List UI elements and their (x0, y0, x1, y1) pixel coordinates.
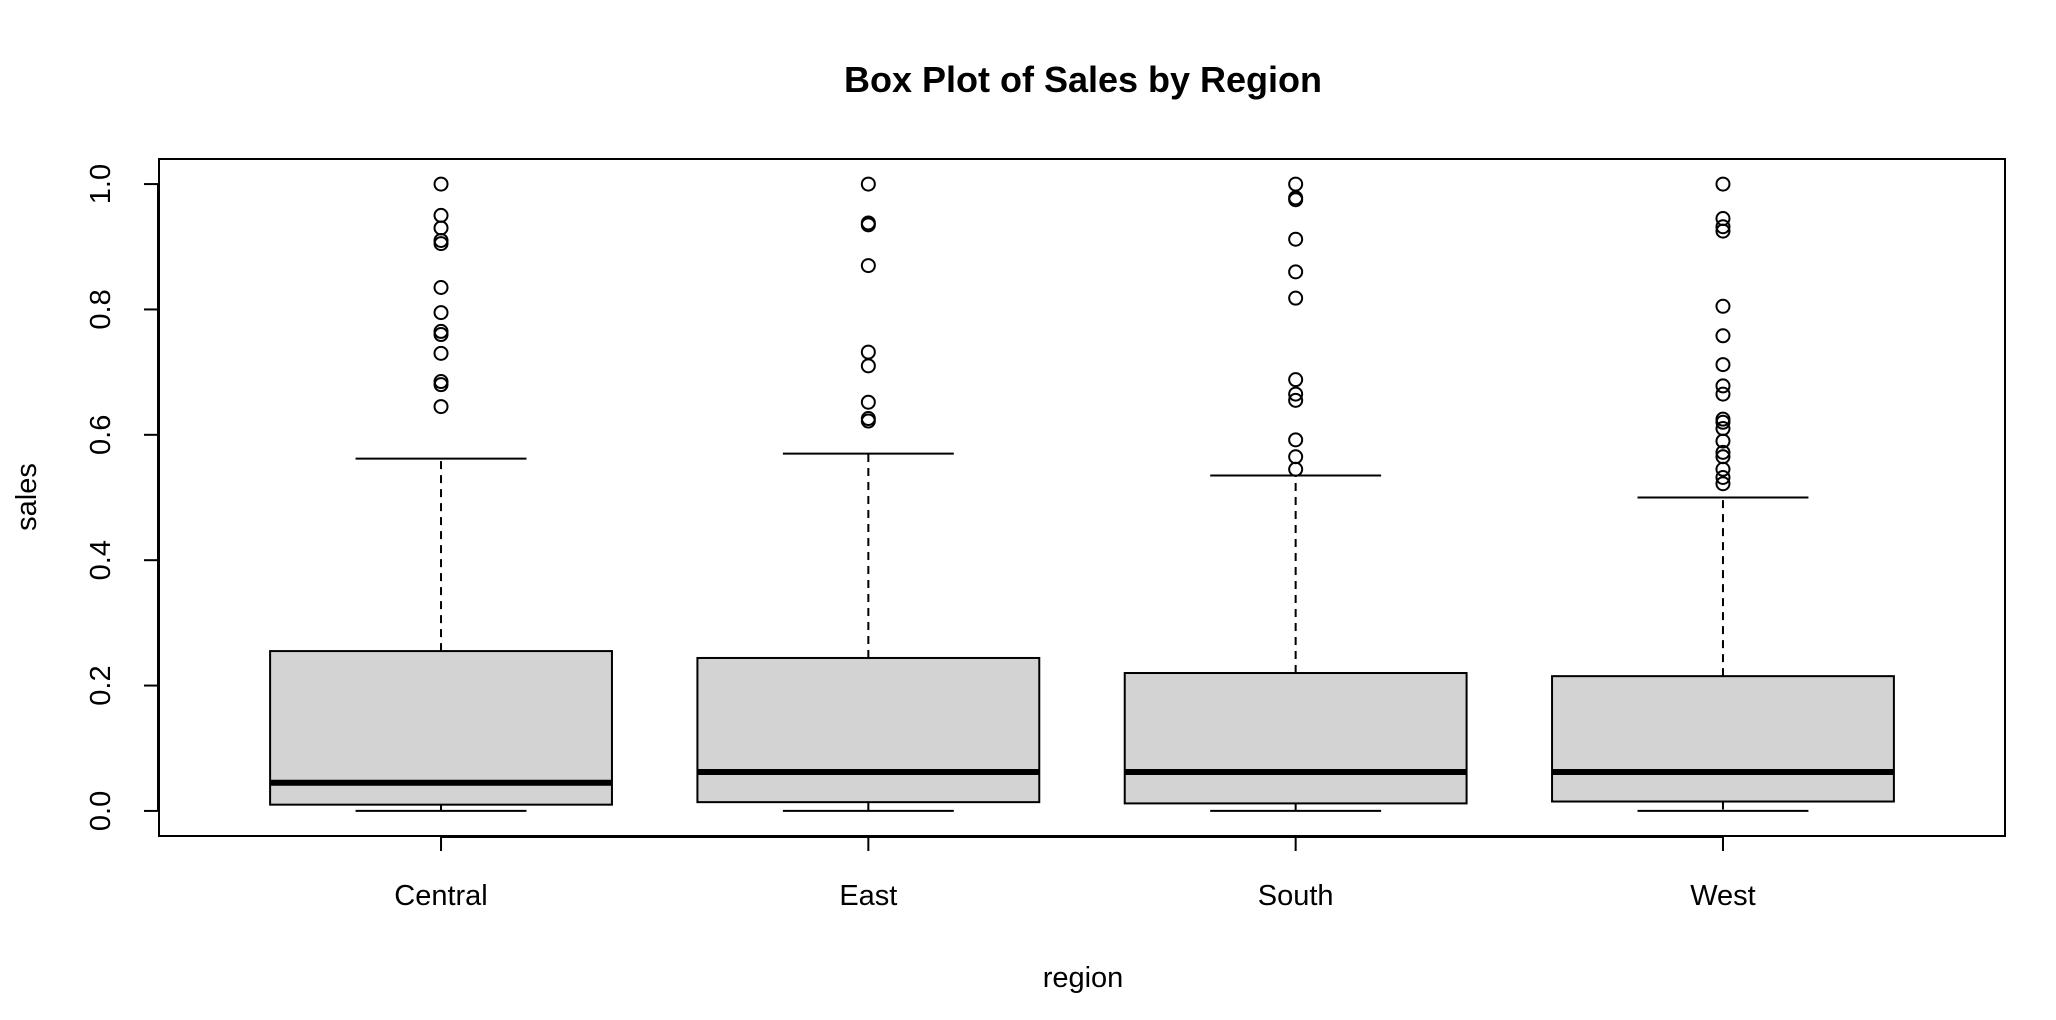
outlier-point (1715, 444, 1731, 460)
outlier-point (860, 258, 876, 274)
outlier-point (860, 176, 876, 192)
x-tick-label: South (1258, 880, 1334, 912)
outlier-point (1288, 264, 1304, 280)
outlier-point (860, 411, 876, 427)
outlier-point (1715, 176, 1731, 192)
outlier-point (1715, 298, 1731, 314)
outlier-point (1288, 290, 1304, 306)
outlier-point (1715, 461, 1731, 477)
y-axis-label: sales (11, 463, 43, 531)
x-tick-label: Central (394, 880, 488, 912)
iqr-box (1123, 672, 1468, 805)
outlier-point (1288, 372, 1304, 388)
outlier-point (1715, 328, 1731, 344)
outlier-point (860, 358, 876, 374)
outlier-point (1715, 449, 1731, 465)
box-east (696, 176, 1041, 812)
outlier-point (1715, 219, 1731, 235)
x-axis: Central East South West (394, 836, 1756, 912)
iqr-box (696, 656, 1041, 804)
outlier-point (433, 280, 449, 296)
outlier-point (1715, 357, 1731, 373)
outlier-point (1288, 432, 1304, 448)
outlier-point (1715, 378, 1731, 394)
boxes-group (269, 176, 1895, 812)
outlier-point (1288, 449, 1304, 465)
y-tick-label: 0.4 (85, 540, 117, 580)
outlier-point (1288, 231, 1304, 247)
outlier-point (433, 207, 449, 223)
y-tick-label: 1.0 (85, 164, 117, 204)
y-tick-label: 0.0 (85, 791, 117, 831)
outlier-point (433, 323, 449, 339)
y-tick-label: 0.6 (85, 415, 117, 455)
outlier-point (860, 394, 876, 410)
outlier-point (1715, 476, 1731, 492)
outlier-point (860, 344, 876, 360)
box-central (269, 176, 613, 812)
x-tick-label: East (839, 880, 897, 912)
box-west (1551, 176, 1895, 812)
outlier-point (1288, 386, 1304, 402)
box-south (1123, 176, 1468, 812)
outlier-point (1288, 461, 1304, 477)
iqr-box (269, 650, 613, 806)
chart-title: Box Plot of Sales by Region (844, 59, 1322, 100)
outlier-point (860, 215, 876, 231)
x-tick-label: West (1690, 880, 1756, 912)
outlier-point (433, 220, 449, 236)
outlier-point (1715, 211, 1731, 227)
outlier-point (433, 305, 449, 321)
outlier-point (1715, 386, 1731, 402)
outlier-point (1288, 392, 1304, 408)
y-tick-label: 0.8 (85, 289, 117, 329)
outlier-point (1288, 176, 1304, 192)
iqr-box (1551, 675, 1895, 803)
outlier-point (433, 374, 449, 390)
outlier-point (1715, 421, 1731, 437)
outlier-point (433, 399, 449, 415)
outlier-point (1715, 469, 1731, 485)
outlier-point (1715, 411, 1731, 427)
y-tick-label: 0.2 (85, 665, 117, 705)
x-axis-label: region (1043, 962, 1124, 994)
y-axis: 0.0 0.2 0.4 0.6 0.8 1.0 (85, 164, 159, 831)
outlier-point (433, 345, 449, 361)
outlier-point (433, 176, 449, 192)
